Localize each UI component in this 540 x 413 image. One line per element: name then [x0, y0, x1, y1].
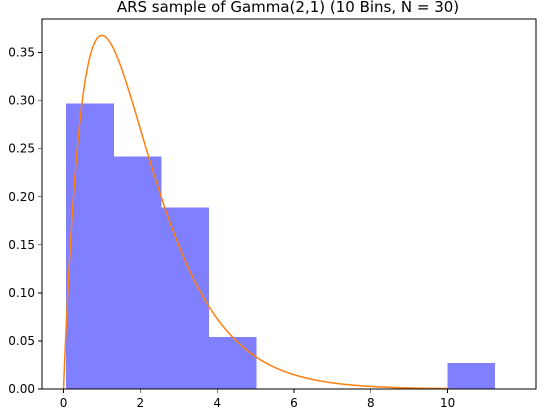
- density-curve-group: [62, 34, 449, 390]
- y-tick-label: 0.10: [8, 286, 35, 300]
- plot-frame: [41, 18, 537, 390]
- x-tick-label: 2: [137, 396, 145, 410]
- chart-title: ARS sample of Gamma(2,1) (10 Bins, N = 3…: [117, 0, 459, 16]
- y-tick-label: 0.30: [8, 94, 35, 108]
- histogram-bar: [161, 207, 210, 389]
- x-tick-label: 0: [60, 396, 68, 410]
- y-tick-label: 0.20: [8, 190, 35, 204]
- x-tick-label: 6: [290, 396, 298, 410]
- x-tick-label: 10: [440, 396, 455, 410]
- histogram-bar: [209, 337, 257, 389]
- histogram-bar: [113, 156, 162, 389]
- x-tick-label: 8: [367, 396, 375, 410]
- histogram-bar: [66, 103, 114, 390]
- y-tick-label: 0.15: [8, 238, 35, 252]
- density-curve: [62, 34, 449, 390]
- histogram-bar: [447, 363, 495, 389]
- axes: [41, 18, 537, 390]
- y-axis-ticks: 0.00 0.05 0.10 0.15 0.20 0.25 0.30 0.35: [8, 46, 42, 396]
- y-tick-label: 0.05: [8, 334, 35, 348]
- y-tick-label: 0.35: [8, 46, 35, 60]
- y-tick-label: 0.00: [8, 382, 35, 396]
- histogram-bars: [66, 103, 495, 390]
- x-tick-label: 4: [213, 396, 221, 410]
- x-axis-ticks: 0 2 4 6 8 10: [60, 389, 455, 410]
- y-tick-label: 0.25: [8, 142, 35, 156]
